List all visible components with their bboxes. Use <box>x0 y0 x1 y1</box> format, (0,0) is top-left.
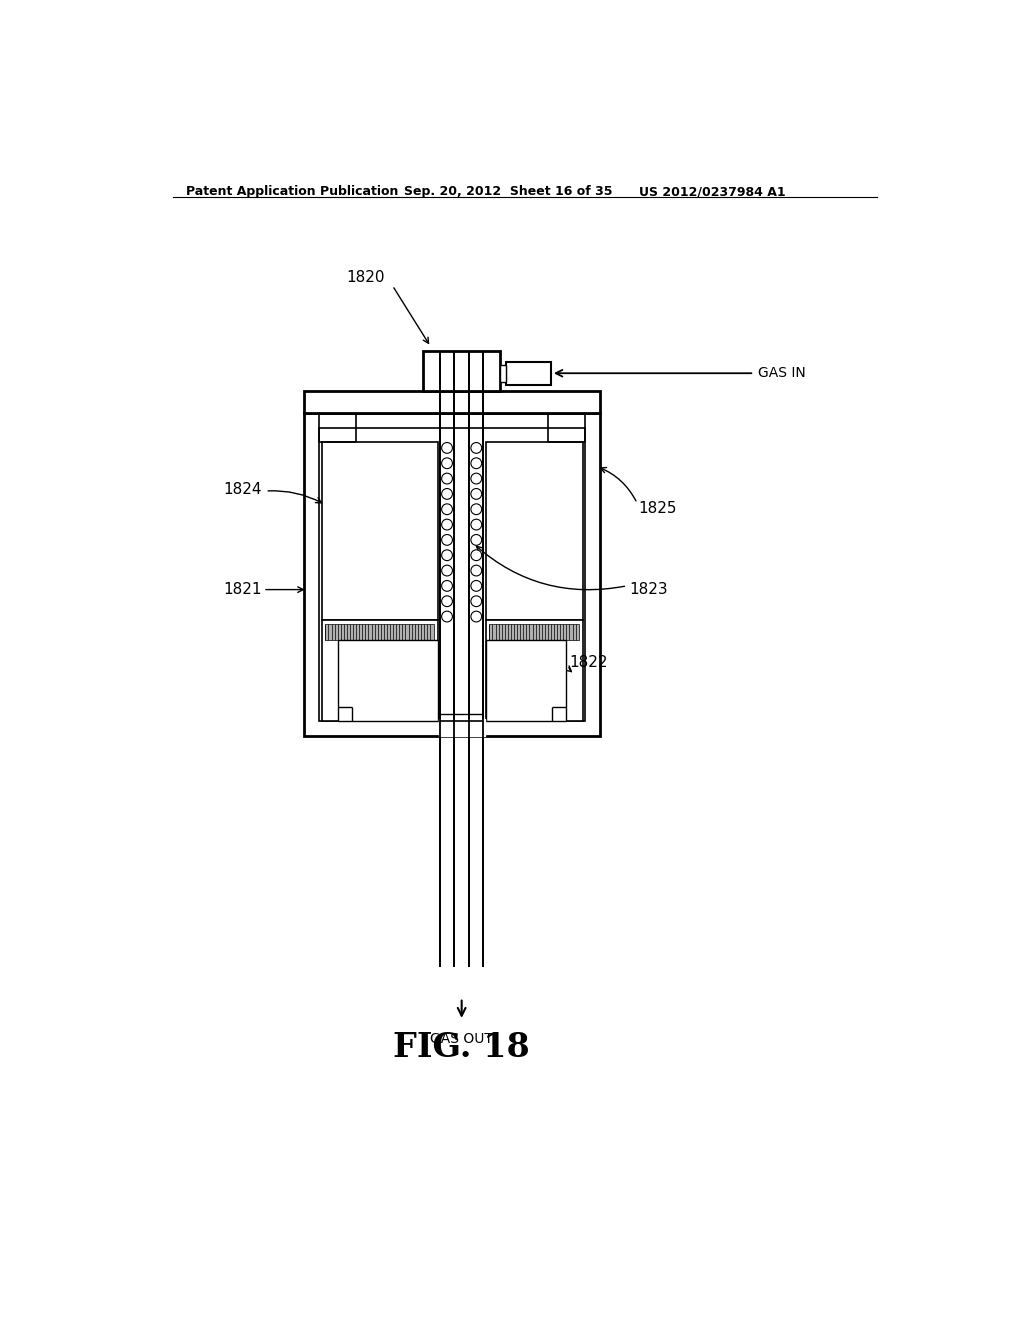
Bar <box>326 624 434 640</box>
Circle shape <box>441 488 453 499</box>
Text: FIG. 18: FIG. 18 <box>393 1031 530 1064</box>
Bar <box>500 364 506 381</box>
Circle shape <box>441 519 453 529</box>
Circle shape <box>441 550 453 561</box>
Text: 1825: 1825 <box>639 502 677 516</box>
Circle shape <box>441 458 453 469</box>
Circle shape <box>471 488 481 499</box>
Bar <box>485 442 583 620</box>
Text: US 2012/0237984 A1: US 2012/0237984 A1 <box>639 185 785 198</box>
Circle shape <box>471 473 481 484</box>
Circle shape <box>471 458 481 469</box>
Bar <box>489 624 579 640</box>
Text: GAS OUT: GAS OUT <box>430 1032 494 1047</box>
Bar <box>438 719 484 737</box>
Bar <box>339 640 438 721</box>
Circle shape <box>441 535 453 545</box>
Text: GAS IN: GAS IN <box>758 366 806 380</box>
Circle shape <box>441 581 453 591</box>
Circle shape <box>471 565 481 576</box>
Circle shape <box>471 519 481 529</box>
Circle shape <box>471 581 481 591</box>
Bar <box>423 351 500 391</box>
Circle shape <box>471 550 481 561</box>
Circle shape <box>471 504 481 515</box>
Text: 1823: 1823 <box>630 582 668 597</box>
Text: 1824: 1824 <box>223 482 261 498</box>
Text: Sep. 20, 2012  Sheet 16 of 35: Sep. 20, 2012 Sheet 16 of 35 <box>403 185 612 198</box>
Text: Patent Application Publication: Patent Application Publication <box>186 185 398 198</box>
Circle shape <box>471 595 481 607</box>
Circle shape <box>471 611 481 622</box>
Bar <box>485 640 565 721</box>
Circle shape <box>441 565 453 576</box>
Bar <box>304 391 600 412</box>
Bar <box>506 362 551 385</box>
Bar <box>485 620 583 721</box>
Bar <box>322 442 438 620</box>
Text: 1821: 1821 <box>223 582 261 597</box>
Circle shape <box>441 473 453 484</box>
Bar <box>319 428 585 721</box>
Circle shape <box>441 595 453 607</box>
Circle shape <box>471 442 481 453</box>
Bar <box>322 620 438 721</box>
Circle shape <box>441 442 453 453</box>
Bar <box>304 413 600 737</box>
Circle shape <box>441 611 453 622</box>
Text: 1822: 1822 <box>569 655 608 671</box>
Circle shape <box>471 535 481 545</box>
Text: 1820: 1820 <box>346 271 385 285</box>
Circle shape <box>441 504 453 515</box>
